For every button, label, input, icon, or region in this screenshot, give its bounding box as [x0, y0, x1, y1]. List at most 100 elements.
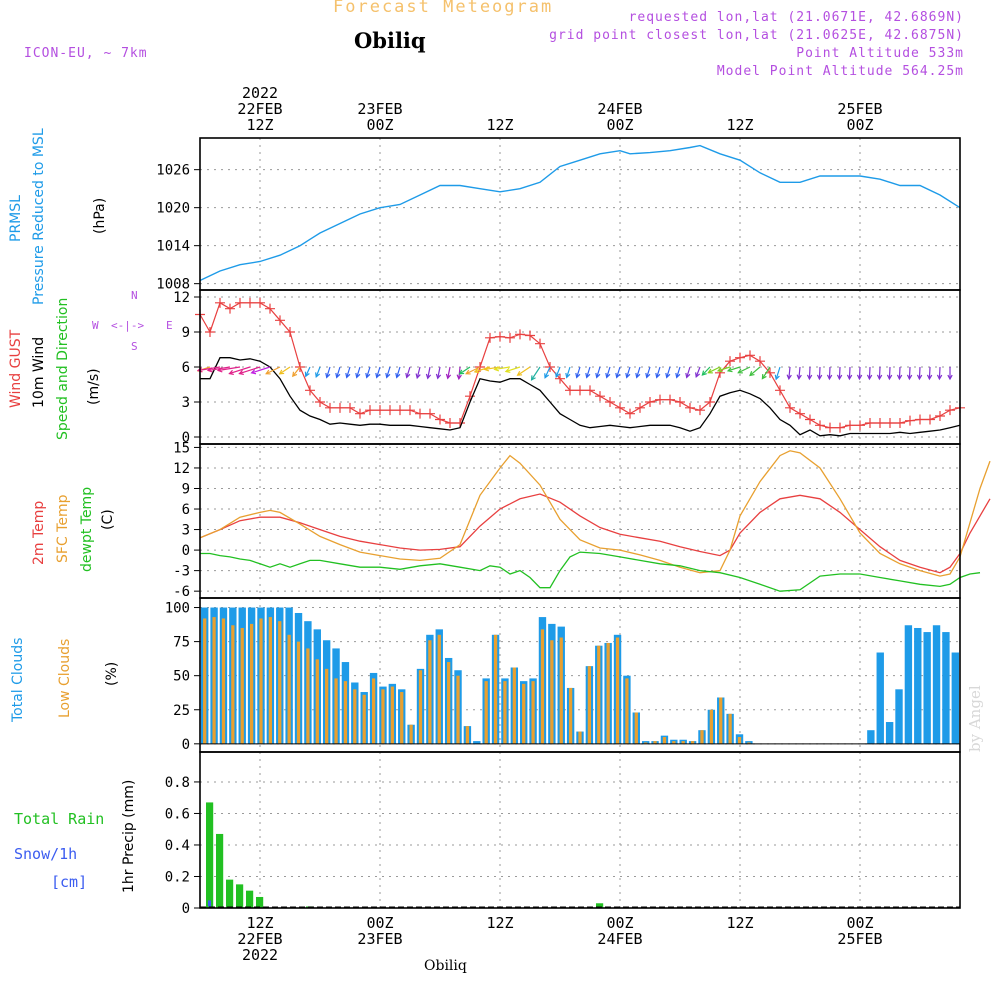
- label-speed-direction: Speed and Direction: [55, 297, 71, 440]
- wind-arrow: [445, 366, 452, 380]
- wind-arrow-head: [635, 372, 641, 379]
- wind-arrow: [665, 366, 671, 379]
- wind-arrow-shaft: [517, 366, 531, 376]
- low-cloud-bar: [737, 737, 742, 744]
- label-low-clouds: Low Clouds: [57, 638, 73, 718]
- gust-line: [199, 301, 961, 429]
- wind-arrow-shaft: [701, 366, 711, 376]
- gust-marker: [945, 405, 955, 416]
- wind-arrow-shaft: [918, 366, 921, 379]
- gust-marker: [485, 332, 495, 343]
- wind-arrow-shaft: [458, 366, 461, 379]
- compass-west: W: [92, 319, 99, 332]
- wind-arrow-head: [425, 373, 432, 380]
- y-tick-label: 0.6: [165, 806, 190, 822]
- compass-east: E: [166, 319, 173, 332]
- gust-marker: [305, 385, 315, 396]
- y-tick-label: 0: [182, 543, 190, 559]
- wind-arrow: [749, 366, 761, 377]
- wind-arrow: [916, 366, 923, 381]
- wind-arrow-head: [238, 369, 244, 376]
- time-label-top: 12Z: [726, 116, 753, 134]
- y-tick-label: 3: [182, 395, 190, 411]
- wind-arrow-head: [265, 369, 271, 375]
- gust-marker: [675, 397, 685, 407]
- label-ms: (m/s): [86, 368, 102, 405]
- wind-arrow: [695, 366, 701, 378]
- wind-arrow-shaft: [315, 366, 321, 378]
- wind-arrow-head: [595, 372, 601, 379]
- gust-marker: [905, 415, 915, 426]
- wind-arrow: [947, 367, 953, 381]
- wind-arrow: [836, 366, 843, 381]
- wind-arrow-shaft: [437, 366, 441, 379]
- wind-arrow-shaft: [576, 366, 581, 378]
- model-altitude: Model Point Altitude 564.25m: [716, 64, 964, 79]
- low-cloud-bar: [493, 634, 498, 744]
- wind-arrow-head: [345, 372, 351, 379]
- label-pressure-msl: Pressure Reduced to MSL: [31, 128, 47, 305]
- low-cloud-bar: [353, 689, 357, 744]
- wind-arrow-head: [405, 372, 411, 379]
- wind-arrow: [876, 366, 883, 381]
- wind-arrow-shaft: [646, 366, 651, 378]
- gust-marker: [875, 418, 885, 428]
- low-cloud-bar: [700, 730, 704, 744]
- requested-coords: requested lon,lat (21.0671E, 42.6869N): [628, 10, 964, 25]
- wind-arrow-shaft: [798, 366, 801, 379]
- y-tick-label: 3: [182, 523, 190, 539]
- low-cloud-bar: [747, 742, 751, 744]
- compass-south: S: [131, 340, 138, 353]
- wind-arrow-shaft: [566, 366, 571, 378]
- time-label-top: 24FEB: [597, 100, 642, 118]
- gust-marker: [625, 408, 635, 419]
- time-label-top: 22FEB: [237, 100, 282, 118]
- gust-marker: [505, 332, 515, 343]
- y-tick-label: 0: [182, 430, 190, 446]
- wind-arrow-head: [716, 367, 723, 373]
- low-cloud-bar: [418, 670, 423, 744]
- y-tick-label: 15: [173, 440, 190, 456]
- wind-arrow-head: [936, 374, 943, 381]
- label-dewpt-temp: dewpt Temp: [79, 486, 95, 572]
- low-cloud-bar: [325, 668, 329, 744]
- gust-marker: [345, 402, 355, 413]
- low-cloud-bar: [437, 634, 441, 744]
- wind-arrow: [435, 366, 442, 380]
- wind-arrow-shaft: [888, 366, 891, 379]
- wind-arrow-shaft: [717, 366, 731, 372]
- wind-arrow: [415, 366, 421, 380]
- wind-arrow-head: [445, 373, 452, 380]
- low-cloud-bar: [681, 741, 685, 744]
- low-cloud-bar: [634, 712, 638, 744]
- gust-marker: [685, 402, 695, 413]
- wind-arrow-shaft: [386, 366, 391, 378]
- wind-arrow-head: [786, 374, 792, 381]
- wind-arrow: [555, 366, 561, 378]
- wind-arrow-head: [947, 374, 953, 381]
- gust-marker: [605, 397, 615, 407]
- low-cloud-bar: [456, 675, 460, 744]
- y-tick-label: 12: [173, 290, 190, 306]
- wind-arrow-shaft: [656, 366, 661, 378]
- wind-arrow-shaft: [596, 366, 601, 378]
- low-cloud-bar: [690, 741, 695, 744]
- wind-arrow-shaft: [686, 366, 691, 378]
- low-cloud-bar: [231, 625, 235, 744]
- wind-arrow: [701, 366, 711, 376]
- compass-arrow: <-|->: [111, 319, 145, 332]
- wind-arrow: [635, 366, 641, 379]
- wind-arrow: [493, 366, 511, 372]
- label-2m-temp: 2m Temp: [31, 500, 47, 565]
- gust-marker: [575, 385, 585, 396]
- wind-arrow: [645, 366, 651, 379]
- y-tick-label: 1026: [156, 163, 190, 179]
- gust-marker: [415, 408, 425, 419]
- gust-marker: [235, 297, 245, 308]
- credit-watermark: by Angel: [966, 685, 984, 752]
- wind-arrow-head: [665, 372, 671, 379]
- low-cloud-bar: [362, 694, 366, 744]
- wind-arrow: [516, 366, 531, 376]
- wind-arrow-head: [325, 372, 331, 379]
- wind-arrow-head: [335, 372, 341, 379]
